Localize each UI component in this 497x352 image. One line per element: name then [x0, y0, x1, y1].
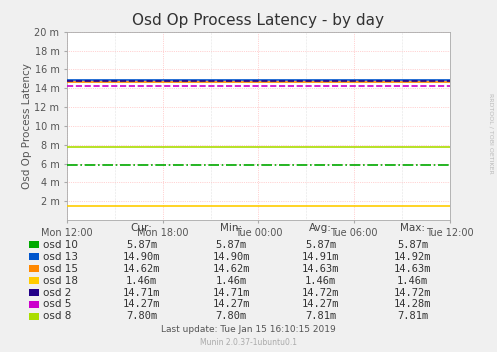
Text: 1.46m: 1.46m: [216, 276, 247, 285]
Text: 14.27m: 14.27m: [212, 300, 250, 309]
Text: Min:: Min:: [220, 222, 242, 233]
Text: osd 15: osd 15: [43, 264, 78, 274]
Text: Cur:: Cur:: [131, 222, 153, 233]
Text: 14.72m: 14.72m: [394, 288, 431, 297]
Text: osd 5: osd 5: [43, 300, 71, 309]
Text: 5.87m: 5.87m: [397, 240, 428, 250]
Text: 14.62m: 14.62m: [212, 264, 250, 274]
Text: 7.80m: 7.80m: [126, 312, 157, 321]
Text: 5.87m: 5.87m: [126, 240, 157, 250]
Text: 1.46m: 1.46m: [126, 276, 157, 285]
Text: 7.80m: 7.80m: [216, 312, 247, 321]
Text: RRDTOOL / TOBI OETIKER: RRDTOOL / TOBI OETIKER: [489, 93, 494, 174]
Text: 14.90m: 14.90m: [123, 252, 161, 262]
Text: osd 13: osd 13: [43, 252, 78, 262]
Text: 1.46m: 1.46m: [305, 276, 336, 285]
Text: 14.92m: 14.92m: [394, 252, 431, 262]
Text: Last update: Tue Jan 15 16:10:15 2019: Last update: Tue Jan 15 16:10:15 2019: [161, 325, 336, 334]
Text: osd 8: osd 8: [43, 312, 71, 321]
Text: 14.90m: 14.90m: [212, 252, 250, 262]
Text: Avg:: Avg:: [309, 222, 332, 233]
Text: osd 2: osd 2: [43, 288, 71, 297]
Text: 14.63m: 14.63m: [394, 264, 431, 274]
Text: 14.72m: 14.72m: [302, 288, 339, 297]
Text: 7.81m: 7.81m: [305, 312, 336, 321]
Y-axis label: Osd Op Process Latency: Osd Op Process Latency: [22, 63, 32, 189]
Text: 5.87m: 5.87m: [216, 240, 247, 250]
Text: 14.71m: 14.71m: [212, 288, 250, 297]
Text: osd 18: osd 18: [43, 276, 78, 285]
Text: 14.71m: 14.71m: [123, 288, 161, 297]
Title: Osd Op Process Latency - by day: Osd Op Process Latency - by day: [132, 13, 385, 28]
Text: 14.91m: 14.91m: [302, 252, 339, 262]
Text: 7.81m: 7.81m: [397, 312, 428, 321]
Text: Max:: Max:: [400, 222, 425, 233]
Text: 14.28m: 14.28m: [394, 300, 431, 309]
Text: 14.27m: 14.27m: [123, 300, 161, 309]
Text: 14.63m: 14.63m: [302, 264, 339, 274]
Text: 14.27m: 14.27m: [302, 300, 339, 309]
Text: Munin 2.0.37-1ubuntu0.1: Munin 2.0.37-1ubuntu0.1: [200, 338, 297, 347]
Text: 5.87m: 5.87m: [305, 240, 336, 250]
Text: osd 10: osd 10: [43, 240, 78, 250]
Text: 14.62m: 14.62m: [123, 264, 161, 274]
Text: 1.46m: 1.46m: [397, 276, 428, 285]
